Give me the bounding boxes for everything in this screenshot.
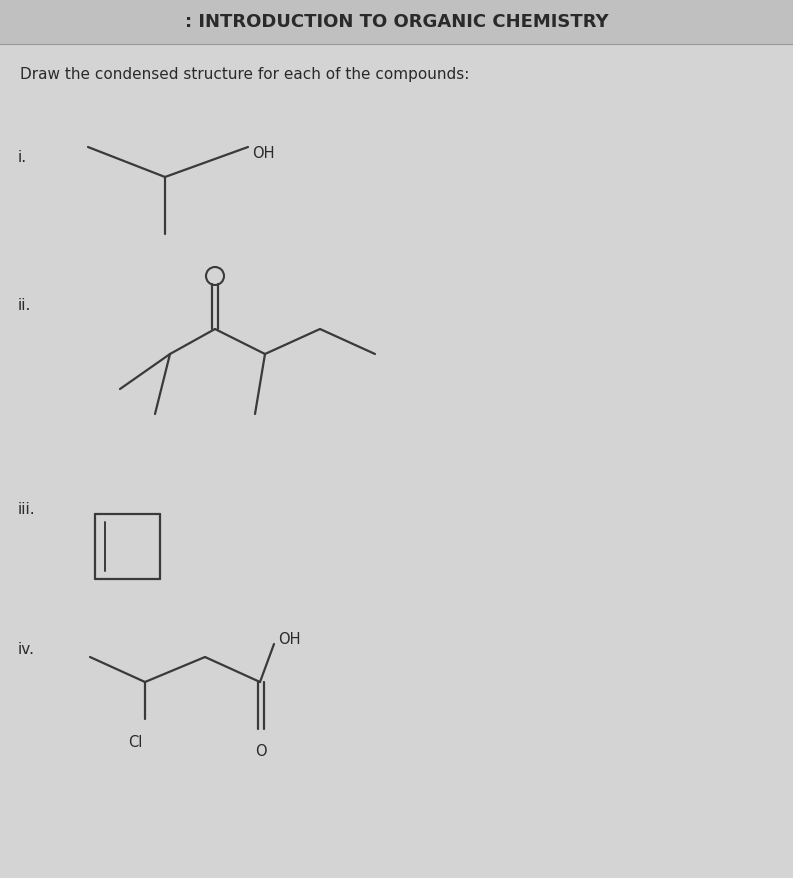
Text: O: O (255, 743, 266, 758)
Text: : INTRODUCTION TO ORGANIC CHEMISTRY: : INTRODUCTION TO ORGANIC CHEMISTRY (185, 13, 608, 31)
Text: Draw the condensed structure for each of the compounds:: Draw the condensed structure for each of… (20, 68, 469, 83)
Text: i.: i. (18, 150, 27, 165)
Text: iv.: iv. (18, 642, 35, 657)
Text: Cl: Cl (128, 734, 142, 749)
Text: OH: OH (252, 146, 274, 161)
Text: ii.: ii. (18, 297, 32, 313)
Bar (0, 0, 793, 45)
Text: iii.: iii. (18, 502, 36, 517)
Text: OH: OH (278, 632, 301, 647)
